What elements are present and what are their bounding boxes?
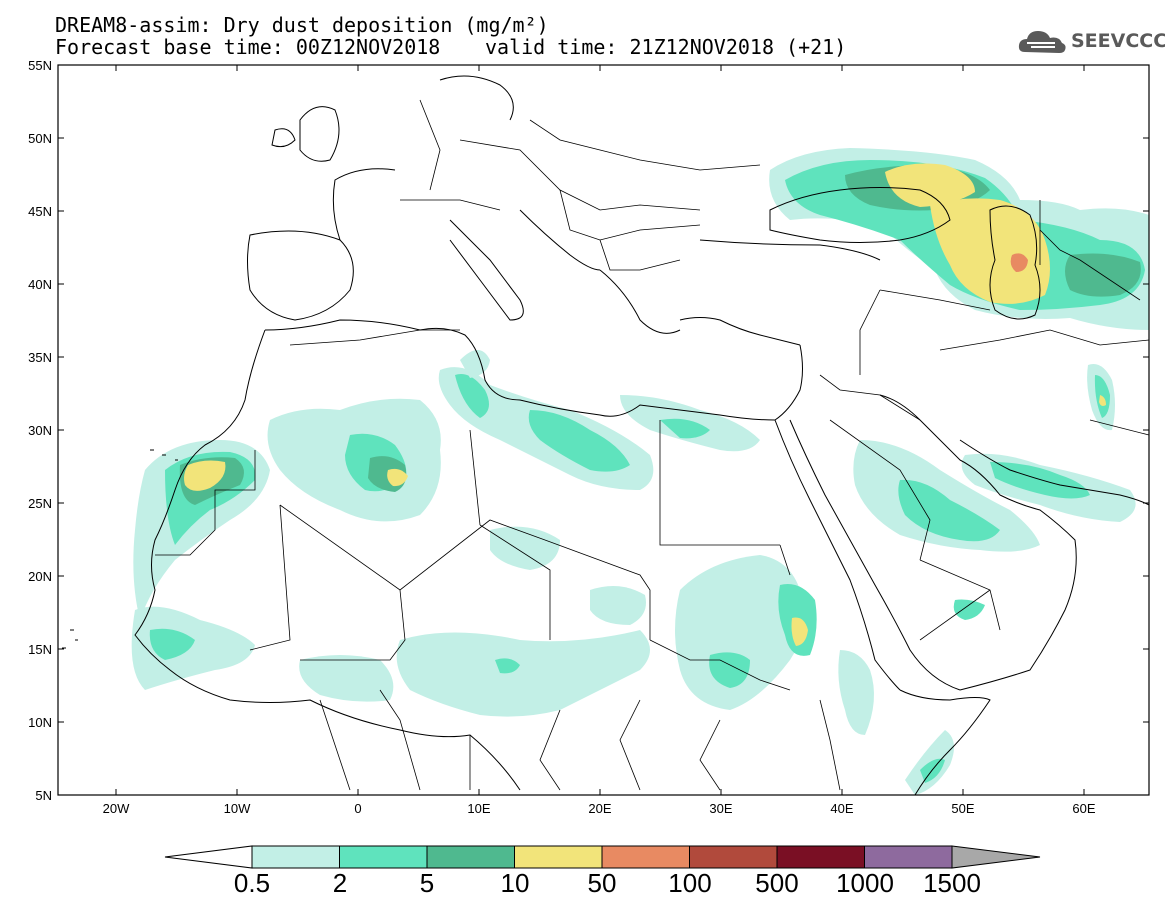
lat-label: 15N — [28, 642, 52, 657]
colorbar-swatch — [251, 845, 340, 869]
colorbar-label: 10 — [500, 868, 530, 898]
lat-label: 25N — [28, 496, 52, 511]
colorbar-label: 2 — [332, 868, 348, 898]
colorbar-swatch — [776, 845, 865, 869]
lon-label: 0 — [354, 801, 361, 816]
valid-time: valid time: 21Z12NOV2018 (+21) — [485, 35, 847, 59]
colorbar-label: 5 — [419, 868, 435, 898]
colorbar-low-arrow — [164, 845, 253, 869]
cloud-icon — [1018, 31, 1066, 53]
forecast-base-time: Forecast base time: 00Z12NOV2018 — [55, 35, 441, 59]
colorbar-swatch — [426, 845, 515, 869]
longitude-labels: 20W 10W 0 10E 20E 30E 40E 50E 60E — [103, 801, 1096, 816]
lat-label: 55N — [28, 58, 52, 73]
colorbar-swatch — [601, 845, 690, 869]
colorbar — [164, 845, 1041, 869]
colorbar-label: 50 — [587, 868, 617, 898]
lon-label: 10E — [467, 801, 490, 816]
map-title: DREAM8-assim: Dry dust deposition (mg/m²… — [55, 13, 549, 37]
country-borders — [155, 99, 1149, 791]
dust-shading — [131, 148, 1149, 795]
lon-label: 30E — [709, 801, 732, 816]
lat-label: 20N — [28, 569, 52, 584]
colorbar-label: 100 — [668, 868, 712, 898]
lat-label: 40N — [28, 277, 52, 292]
lon-label: 60E — [1072, 801, 1095, 816]
colorbar-high-arrow — [951, 845, 1041, 869]
colorbar-swatch — [864, 845, 953, 869]
colorbar-swatch — [514, 845, 603, 869]
colorbar-label: 1000 — [836, 868, 894, 898]
latitude-labels: 55N 50N 45N 40N 35N 30N 25N 20N 15N 10N … — [28, 58, 52, 803]
coastlines — [62, 75, 1149, 795]
lon-label: 20E — [588, 801, 611, 816]
lon-label: 10W — [224, 801, 251, 816]
colorbar-label: 0.5 — [233, 868, 271, 898]
colorbar-swatch — [689, 845, 778, 869]
axis-ticks — [58, 64, 1149, 796]
colorbar-label: 1500 — [923, 868, 981, 898]
lat-label: 35N — [28, 350, 52, 365]
lat-label: 50N — [28, 131, 52, 146]
lat-label: 5N — [35, 788, 52, 803]
lat-label: 30N — [28, 423, 52, 438]
lon-label: 50E — [951, 801, 974, 816]
lon-label: 40E — [830, 801, 853, 816]
lat-label: 45N — [28, 204, 52, 219]
colorbar-label: 500 — [755, 868, 799, 898]
colorbar-swatch — [339, 845, 428, 869]
logo-text: SEEVCCC — [1071, 30, 1165, 52]
seevccc-logo: SEEVCCC — [1017, 26, 1165, 58]
lat-label: 10N — [28, 715, 52, 730]
lon-label: 20W — [103, 801, 130, 816]
